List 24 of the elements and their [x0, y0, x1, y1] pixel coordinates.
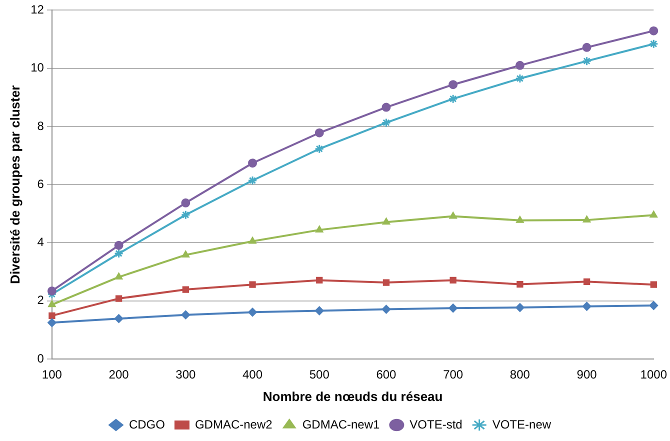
x-tick-label: 200 [108, 368, 130, 382]
x-tick-label: 700 [443, 368, 464, 382]
legend-label: VOTE-new [492, 417, 552, 432]
x-tick-label: 900 [576, 368, 598, 382]
y-tick-label: 6 [37, 176, 44, 191]
y-tick-label: 10 [30, 60, 44, 75]
y-tick-label: 2 [37, 293, 44, 308]
x-tick-label: 300 [176, 368, 196, 382]
y-axis-title: Diversité de groupes par cluster [7, 85, 22, 284]
x-axis-title: Nombre de nœuds du réseau [262, 388, 443, 404]
x-tick-label: 600 [376, 368, 397, 382]
x-tick-label: 400 [242, 368, 263, 382]
legend-label: VOTE-std [410, 417, 462, 432]
x-tick-label: 500 [309, 368, 330, 382]
legend-label: GDMAC-new2 [194, 417, 273, 432]
legend-label: CDGO [128, 417, 165, 432]
x-tick-label: 800 [510, 368, 530, 382]
y-tick-label: 0 [37, 351, 44, 366]
y-tick-label: 8 [37, 118, 44, 133]
y-tick-label: 4 [37, 235, 44, 250]
legend-label: GDMAC-new1 [302, 417, 380, 432]
y-tick-label: 12 [30, 2, 44, 17]
x-tick-label: 1000 [640, 368, 668, 382]
x-tick-label: 100 [42, 368, 62, 382]
